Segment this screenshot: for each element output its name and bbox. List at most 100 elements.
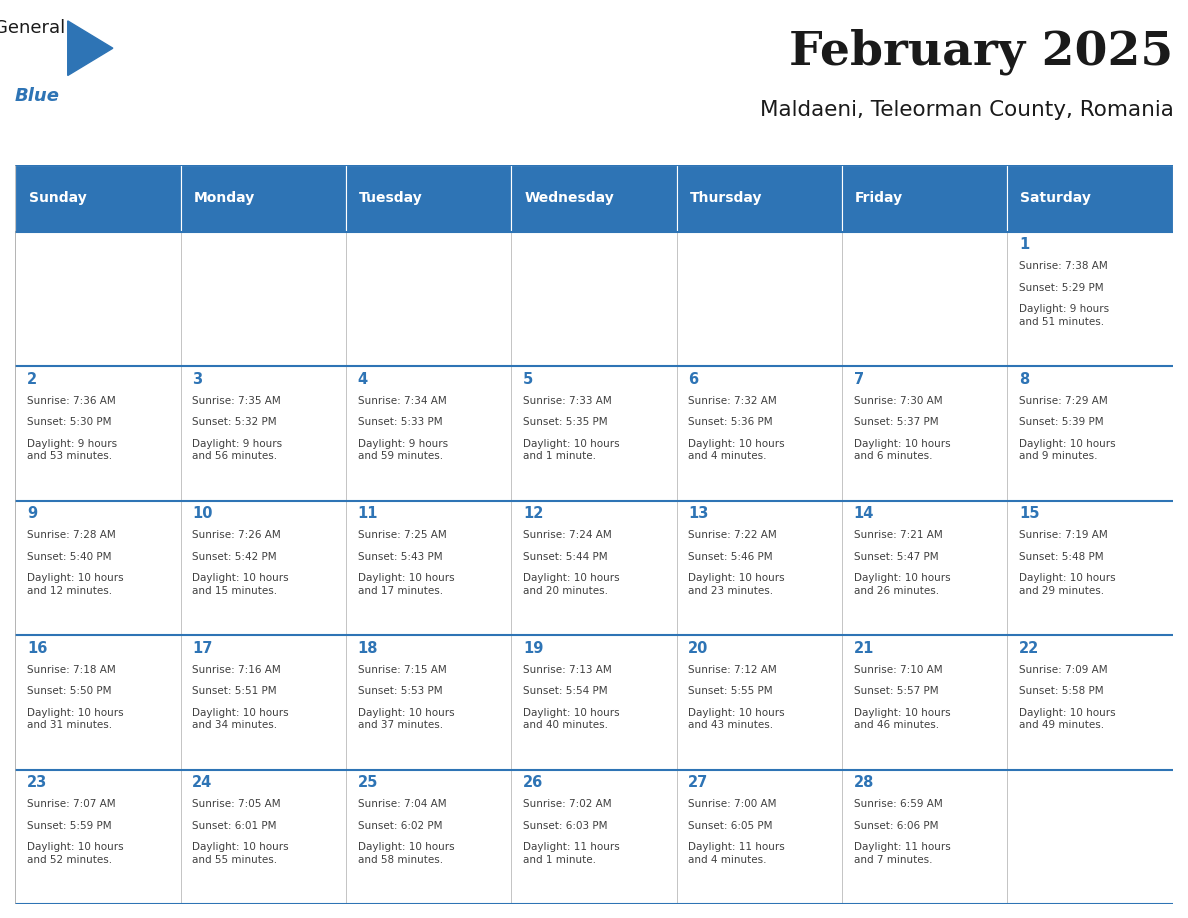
Text: Sunrise: 7:07 AM: Sunrise: 7:07 AM (27, 800, 115, 810)
Text: Thursday: Thursday (690, 192, 763, 206)
Text: Sunrise: 7:12 AM: Sunrise: 7:12 AM (688, 665, 777, 675)
Text: Daylight: 10 hours
and 1 minute.: Daylight: 10 hours and 1 minute. (523, 439, 620, 461)
Text: Sunset: 5:55 PM: Sunset: 5:55 PM (688, 687, 773, 697)
Text: Daylight: 10 hours
and 4 minutes.: Daylight: 10 hours and 4 minutes. (688, 439, 785, 461)
Text: Daylight: 11 hours
and 1 minute.: Daylight: 11 hours and 1 minute. (523, 843, 620, 865)
Text: Tuesday: Tuesday (359, 192, 423, 206)
Text: Daylight: 10 hours
and 49 minutes.: Daylight: 10 hours and 49 minutes. (1019, 708, 1116, 730)
Polygon shape (68, 21, 113, 75)
Text: Sunrise: 7:35 AM: Sunrise: 7:35 AM (192, 396, 282, 406)
Text: Sunset: 5:40 PM: Sunset: 5:40 PM (27, 552, 112, 562)
Text: Blue: Blue (14, 87, 59, 105)
Text: 20: 20 (688, 641, 708, 655)
Text: Sunrise: 7:33 AM: Sunrise: 7:33 AM (523, 396, 612, 406)
Text: Sunrise: 7:13 AM: Sunrise: 7:13 AM (523, 665, 612, 675)
Text: Sunset: 5:32 PM: Sunset: 5:32 PM (192, 418, 277, 428)
Text: Sunday: Sunday (29, 192, 87, 206)
Text: 9: 9 (27, 506, 37, 521)
Text: Sunrise: 7:29 AM: Sunrise: 7:29 AM (1019, 396, 1107, 406)
FancyBboxPatch shape (15, 366, 181, 500)
FancyBboxPatch shape (1007, 165, 1173, 231)
FancyBboxPatch shape (346, 165, 511, 231)
Text: Sunrise: 7:26 AM: Sunrise: 7:26 AM (192, 531, 282, 541)
FancyBboxPatch shape (15, 769, 181, 904)
Text: 10: 10 (192, 506, 213, 521)
Text: Daylight: 10 hours
and 9 minutes.: Daylight: 10 hours and 9 minutes. (1019, 439, 1116, 461)
Text: Sunset: 5:46 PM: Sunset: 5:46 PM (688, 552, 773, 562)
Text: 25: 25 (358, 775, 378, 790)
Text: Daylight: 10 hours
and 31 minutes.: Daylight: 10 hours and 31 minutes. (27, 708, 124, 730)
FancyBboxPatch shape (1007, 635, 1173, 769)
FancyBboxPatch shape (181, 500, 346, 635)
Text: Sunset: 5:47 PM: Sunset: 5:47 PM (853, 552, 939, 562)
Text: Sunrise: 7:18 AM: Sunrise: 7:18 AM (27, 665, 115, 675)
Text: Sunset: 5:58 PM: Sunset: 5:58 PM (1019, 687, 1104, 697)
FancyBboxPatch shape (346, 769, 511, 904)
Text: Sunrise: 7:34 AM: Sunrise: 7:34 AM (358, 396, 447, 406)
Text: Sunset: 5:54 PM: Sunset: 5:54 PM (523, 687, 607, 697)
FancyBboxPatch shape (346, 231, 511, 366)
Text: 22: 22 (1019, 641, 1040, 655)
Text: 27: 27 (688, 775, 708, 790)
FancyBboxPatch shape (842, 165, 1007, 231)
Text: Daylight: 10 hours
and 34 minutes.: Daylight: 10 hours and 34 minutes. (192, 708, 289, 730)
FancyBboxPatch shape (511, 769, 677, 904)
Text: Sunset: 5:43 PM: Sunset: 5:43 PM (358, 552, 442, 562)
Text: Sunrise: 7:25 AM: Sunrise: 7:25 AM (358, 531, 447, 541)
FancyBboxPatch shape (842, 231, 1007, 366)
Text: 6: 6 (688, 372, 699, 386)
Text: Daylight: 10 hours
and 43 minutes.: Daylight: 10 hours and 43 minutes. (688, 708, 785, 730)
Text: Sunrise: 7:16 AM: Sunrise: 7:16 AM (192, 665, 282, 675)
Text: Sunset: 5:33 PM: Sunset: 5:33 PM (358, 418, 442, 428)
FancyBboxPatch shape (181, 769, 346, 904)
FancyBboxPatch shape (181, 231, 346, 366)
Text: Daylight: 10 hours
and 26 minutes.: Daylight: 10 hours and 26 minutes. (853, 574, 950, 596)
Text: Sunrise: 7:30 AM: Sunrise: 7:30 AM (853, 396, 942, 406)
Text: Wednesday: Wednesday (525, 192, 614, 206)
FancyBboxPatch shape (842, 366, 1007, 500)
FancyBboxPatch shape (1007, 231, 1173, 366)
Text: Daylight: 10 hours
and 12 minutes.: Daylight: 10 hours and 12 minutes. (27, 574, 124, 596)
Text: Sunset: 5:37 PM: Sunset: 5:37 PM (853, 418, 939, 428)
Text: Sunset: 5:42 PM: Sunset: 5:42 PM (192, 552, 277, 562)
FancyBboxPatch shape (511, 165, 677, 231)
Text: 1: 1 (1019, 237, 1029, 252)
Text: Sunset: 6:02 PM: Sunset: 6:02 PM (358, 821, 442, 831)
Text: 3: 3 (192, 372, 202, 386)
Text: 14: 14 (853, 506, 874, 521)
Text: Daylight: 9 hours
and 59 minutes.: Daylight: 9 hours and 59 minutes. (358, 439, 448, 461)
Text: 8: 8 (1019, 372, 1029, 386)
Text: Daylight: 9 hours
and 53 minutes.: Daylight: 9 hours and 53 minutes. (27, 439, 118, 461)
FancyBboxPatch shape (346, 635, 511, 769)
Text: Daylight: 9 hours
and 56 minutes.: Daylight: 9 hours and 56 minutes. (192, 439, 283, 461)
Text: Sunrise: 7:38 AM: Sunrise: 7:38 AM (1019, 262, 1107, 272)
Text: Sunset: 5:59 PM: Sunset: 5:59 PM (27, 821, 112, 831)
Text: Sunset: 6:06 PM: Sunset: 6:06 PM (853, 821, 939, 831)
FancyBboxPatch shape (346, 500, 511, 635)
Text: 11: 11 (358, 506, 378, 521)
Text: Sunrise: 7:09 AM: Sunrise: 7:09 AM (1019, 665, 1107, 675)
Text: 17: 17 (192, 641, 213, 655)
Text: Daylight: 11 hours
and 7 minutes.: Daylight: 11 hours and 7 minutes. (853, 843, 950, 865)
Text: Monday: Monday (194, 192, 255, 206)
FancyBboxPatch shape (15, 500, 181, 635)
Text: 21: 21 (853, 641, 874, 655)
Text: Daylight: 10 hours
and 52 minutes.: Daylight: 10 hours and 52 minutes. (27, 843, 124, 865)
Text: Daylight: 10 hours
and 29 minutes.: Daylight: 10 hours and 29 minutes. (1019, 574, 1116, 596)
FancyBboxPatch shape (181, 366, 346, 500)
Text: Sunrise: 7:05 AM: Sunrise: 7:05 AM (192, 800, 280, 810)
FancyBboxPatch shape (1007, 500, 1173, 635)
Text: Daylight: 10 hours
and 23 minutes.: Daylight: 10 hours and 23 minutes. (688, 574, 785, 596)
Text: 23: 23 (27, 775, 48, 790)
FancyBboxPatch shape (511, 635, 677, 769)
Text: Daylight: 11 hours
and 4 minutes.: Daylight: 11 hours and 4 minutes. (688, 843, 785, 865)
Text: Saturday: Saturday (1020, 192, 1092, 206)
Text: Daylight: 10 hours
and 20 minutes.: Daylight: 10 hours and 20 minutes. (523, 574, 620, 596)
FancyBboxPatch shape (15, 231, 181, 366)
Text: General: General (0, 19, 65, 38)
FancyBboxPatch shape (677, 635, 842, 769)
FancyBboxPatch shape (181, 635, 346, 769)
FancyBboxPatch shape (842, 635, 1007, 769)
Text: Sunrise: 7:32 AM: Sunrise: 7:32 AM (688, 396, 777, 406)
Text: 7: 7 (853, 372, 864, 386)
